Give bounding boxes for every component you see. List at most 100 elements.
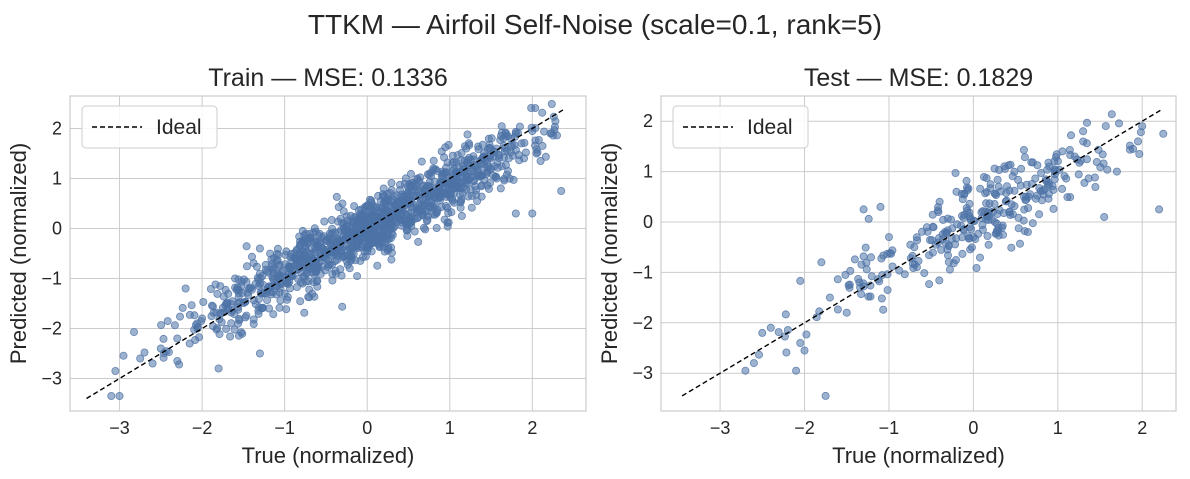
train-data-point <box>443 222 452 231</box>
test-ytick-label: −1 <box>632 262 653 282</box>
train-data-point <box>338 199 347 208</box>
train-data-point <box>230 310 239 319</box>
train-data-point <box>227 319 236 328</box>
test-data-point <box>928 248 937 257</box>
test-data-point <box>960 189 969 198</box>
test-data-point <box>928 222 937 231</box>
train-data-point <box>546 129 555 138</box>
train-data-point <box>495 154 504 163</box>
train-data-point <box>312 277 321 286</box>
train-data-point <box>474 145 483 154</box>
test-data-point <box>910 243 919 252</box>
test-xtick-label: −3 <box>710 418 731 438</box>
train-data-point <box>242 262 251 271</box>
train-data-point <box>473 197 482 206</box>
train-data-point <box>148 359 157 368</box>
train-data-point <box>310 257 319 266</box>
test-ytick-label: 2 <box>643 111 653 131</box>
train-data-point <box>294 250 303 259</box>
test-data-point <box>1020 192 1029 201</box>
test-ytick-label: −3 <box>632 363 653 383</box>
test-data-point <box>1048 182 1057 191</box>
test-data-point <box>1049 204 1058 213</box>
train-data-point <box>367 213 376 222</box>
test-data-point <box>1020 153 1029 162</box>
train-data-point <box>213 289 222 298</box>
train-legend-label: Ideal <box>156 116 202 139</box>
test-data-point <box>949 259 958 268</box>
train-xtick-label: 0 <box>362 418 372 438</box>
train-data-point <box>465 153 474 162</box>
test-legend: Ideal <box>672 105 809 149</box>
train-data-point <box>346 244 355 253</box>
train-data-point <box>338 253 347 262</box>
train-data-point <box>484 184 493 193</box>
test-data-point <box>976 184 985 193</box>
train-data-point <box>505 174 514 183</box>
test-data-point <box>859 205 868 214</box>
train-data-point <box>462 144 471 153</box>
train-data-point <box>314 242 323 251</box>
train-data-point <box>470 176 479 185</box>
test-data-point <box>796 338 805 347</box>
test-panel: Test — MSE: 0.1829 −3 −2 −1 0 1 2 −3 −2 −1 0 1 2 True… <box>597 64 1177 468</box>
test-data-point <box>781 310 790 319</box>
train-data-point <box>430 177 439 186</box>
train-data-point <box>466 167 475 176</box>
train-data-point <box>226 332 235 341</box>
test-data-point <box>990 189 999 198</box>
test-ytick-label: 0 <box>643 212 653 232</box>
test-data-point <box>864 292 873 301</box>
train-data-point <box>477 182 486 191</box>
train-ytick-label: 0 <box>52 219 62 239</box>
test-data-point <box>925 280 934 289</box>
test-data-point <box>844 281 853 290</box>
train-data-point <box>304 292 313 301</box>
train-data-point <box>536 156 545 165</box>
train-data-point <box>327 215 336 224</box>
test-data-point <box>990 199 999 208</box>
train-data-point <box>191 321 200 330</box>
test-data-point <box>1079 137 1088 146</box>
train-data-point <box>416 173 425 182</box>
test-data-point <box>912 233 921 242</box>
train-data-point <box>156 344 165 353</box>
test-data-point <box>1103 165 1112 174</box>
test-data-point <box>982 199 991 208</box>
train-data-point <box>393 210 402 219</box>
train-data-point <box>528 209 537 218</box>
test-data-point <box>994 182 1003 191</box>
test-data-point <box>1005 207 1014 216</box>
test-data-point <box>965 212 974 221</box>
train-data-point <box>286 264 295 273</box>
test-data-point <box>945 265 954 274</box>
train-data-point <box>356 256 365 265</box>
train-data-point <box>255 349 264 358</box>
test-data-point <box>888 262 897 271</box>
test-data-point <box>842 308 851 317</box>
test-data-point <box>857 290 866 299</box>
train-data-point <box>415 201 424 210</box>
test-data-point <box>1107 110 1116 119</box>
train-data-point <box>316 269 325 278</box>
train-data-point <box>181 284 190 293</box>
train-data-point <box>442 168 451 177</box>
test-data-point <box>1033 161 1042 170</box>
train-data-point <box>242 242 251 251</box>
train-data-point <box>406 181 415 190</box>
test-legend-label: Ideal <box>747 116 793 139</box>
test-data-point <box>967 243 976 252</box>
train-data-point <box>264 304 273 313</box>
train-data-point <box>531 136 540 145</box>
test-data-point <box>933 206 942 215</box>
train-data-point <box>431 187 440 196</box>
train-data-point <box>325 229 334 238</box>
train-data-point <box>254 275 263 284</box>
train-data-point <box>173 356 182 365</box>
test-xtick-label: −1 <box>879 418 900 438</box>
train-data-point <box>547 100 556 109</box>
test-data-point <box>1044 189 1053 198</box>
train-data-point <box>404 209 413 218</box>
test-ideal-line <box>681 109 1162 397</box>
